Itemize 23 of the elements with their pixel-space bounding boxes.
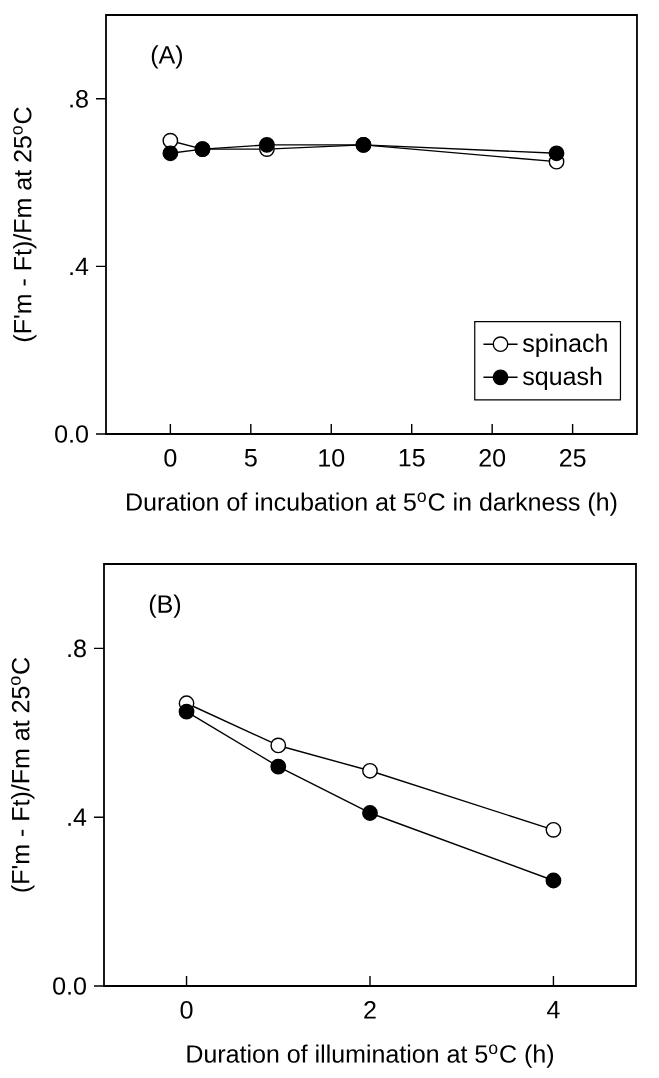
y-axis-title: (F'm - Ft)/Fm at 25$^{o}$C: [11, 657, 35, 892]
x-axis-title: Duration of incubation at 5$^{o}$C in darkness (h): [127, 492, 617, 516]
x-tick-label: 10: [319, 449, 345, 467]
x-tick-label: 15: [399, 449, 425, 467]
annotation: (B): [149, 594, 181, 618]
y-tick-label: .4: [70, 257, 89, 275]
x-axis-title: Duration of illumination at 5$^{o}$C (h): [187, 1044, 554, 1068]
x-tick-label: 20: [479, 449, 506, 467]
x-tick-label: 0: [180, 1001, 193, 1019]
y-tick-label: .4: [68, 808, 87, 826]
x-tick-label: 2: [364, 1001, 376, 1019]
annotation: (A): [151, 45, 183, 69]
x-tick-label: 5: [244, 449, 257, 467]
y-tick-label: .8: [70, 89, 88, 108]
legend-label: spinach: [522, 333, 607, 357]
y-tick-label: .8: [68, 639, 86, 658]
y-tick-label: 0.0: [55, 425, 88, 443]
x-tick-label: 25: [559, 449, 586, 467]
x-tick-label: 4: [547, 1001, 560, 1019]
y-tick-label: 0.0: [53, 977, 86, 995]
x-tick-label: 0: [164, 449, 177, 467]
y-axis-title: (F'm - Ft)/Fm at 25$^{o}$C: [13, 107, 37, 342]
legend-label: squash: [522, 366, 602, 391]
